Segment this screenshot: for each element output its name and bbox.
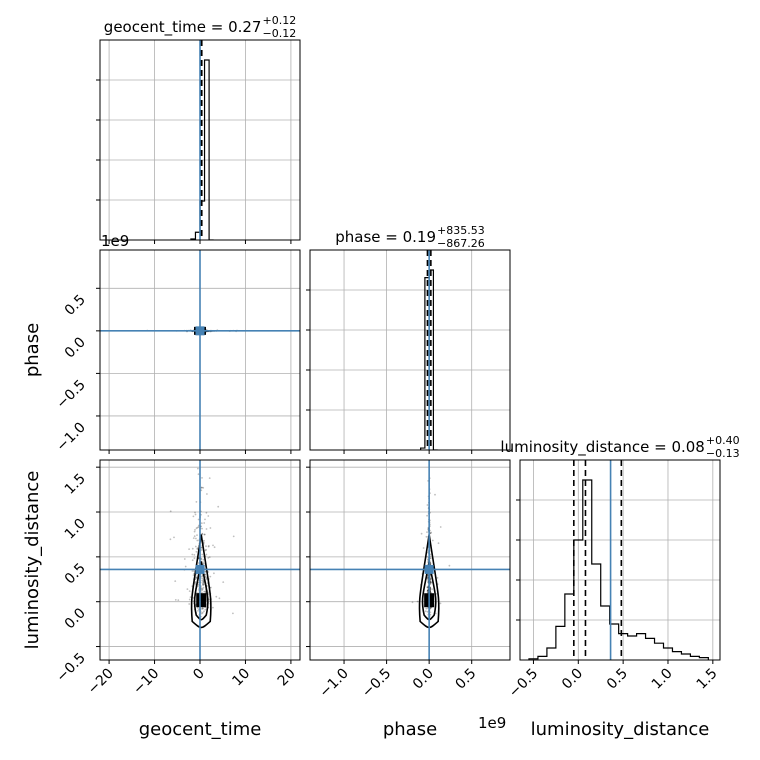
xtick-label-phase: −1.0 xyxy=(317,666,352,701)
xtick-label-geocent_time: 0 xyxy=(190,666,208,684)
xtick-label-luminosity_distance: 0.0 xyxy=(559,666,586,693)
offset-label-phase-y: 1e9 xyxy=(101,232,129,250)
title-plus: +0.12 xyxy=(262,14,296,27)
panel-phase-vs-phase xyxy=(306,249,511,454)
panel-geocent_time-vs-geocent_time xyxy=(96,39,301,244)
offset-label-phase-x: 1e9 xyxy=(478,714,506,732)
ytick-label-luminosity_distance: −0.5 xyxy=(53,650,88,685)
title-plus: +0.40 xyxy=(706,434,740,447)
axes-frame xyxy=(309,249,511,451)
truth-marker xyxy=(195,326,205,336)
xlabel-geocent_time: geocent_time xyxy=(139,719,262,740)
truth-marker xyxy=(424,564,434,574)
title-main: phase = 0.19 xyxy=(335,228,436,246)
xtick-label-geocent_time: −10 xyxy=(130,666,162,698)
title-geocent_time: geocent_time = 0.27 +0.12−0.12 xyxy=(104,14,296,40)
title-minus: −0.13 xyxy=(706,447,740,460)
title-luminosity_distance: luminosity_distance = 0.08 +0.40−0.13 xyxy=(500,434,739,460)
xlabel-phase: phase xyxy=(383,719,437,740)
xtick-label-phase: 0.5 xyxy=(452,666,479,693)
xtick-label-luminosity_distance: 0.5 xyxy=(604,666,631,693)
ytick-label-phase: 0.0 xyxy=(62,334,89,361)
xtick-label-geocent_time: −20 xyxy=(85,666,117,698)
panel-luminosity_distance-vs-phase: −1.0 −0.5 0.0 0.5 xyxy=(306,459,511,701)
xtick-label-phase: −0.5 xyxy=(359,666,394,701)
title-phase: phase = 0.19 +835.53−867.26 xyxy=(335,224,485,250)
axes-frame xyxy=(309,459,511,661)
ytick-label-luminosity_distance: 0.5 xyxy=(62,560,89,587)
contour-inner xyxy=(193,561,209,621)
title-main: luminosity_distance = 0.08 xyxy=(500,438,704,457)
ylabel-luminosity_distance: luminosity_distance xyxy=(22,471,43,650)
title-main: geocent_time = 0.27 xyxy=(104,18,262,37)
xtick-label-geocent_time: 10 xyxy=(229,666,253,690)
ytick-label-phase: 0.5 xyxy=(62,292,89,319)
axes-frame xyxy=(519,459,721,661)
ytick-label-luminosity_distance: 1.0 xyxy=(62,516,89,543)
panel-phase-vs-geocent_time: −1.0 −0.5 0.0 0.5 xyxy=(53,249,301,455)
xtick-label-geocent_time: 20 xyxy=(275,666,299,690)
panel-luminosity_distance-vs-geocent_time: −20 −10 0 10 20 −0.5 0.0 0.5 1.0 1.5 xyxy=(53,459,301,698)
density-core xyxy=(196,593,207,608)
panel-luminosity_distance-vs-luminosity_distance: −0.5 0.0 0.5 1.0 1.5 xyxy=(506,459,721,701)
ytick-label-phase: −1.0 xyxy=(53,419,88,454)
ytick-label-luminosity_distance: 1.5 xyxy=(62,471,89,498)
xtick-label-luminosity_distance: 1.5 xyxy=(694,666,721,693)
truth-marker xyxy=(195,564,205,574)
ylabel-phase: phase xyxy=(22,323,43,377)
xlabel-luminosity_distance: luminosity_distance xyxy=(531,719,710,740)
xtick-label-phase: 0.0 xyxy=(410,666,437,693)
ytick-label-luminosity_distance: 0.0 xyxy=(62,605,89,632)
contour-outer xyxy=(190,534,212,629)
histogram-luminosity_distance xyxy=(528,479,709,660)
ytick-label-phase: −0.5 xyxy=(53,377,88,412)
title-minus: −0.12 xyxy=(262,27,296,40)
xtick-label-luminosity_distance: −0.5 xyxy=(506,666,541,701)
title-minus: −867.26 xyxy=(437,237,485,250)
title-plus: +835.53 xyxy=(437,224,485,237)
xtick-label-luminosity_distance: 1.0 xyxy=(649,666,676,693)
